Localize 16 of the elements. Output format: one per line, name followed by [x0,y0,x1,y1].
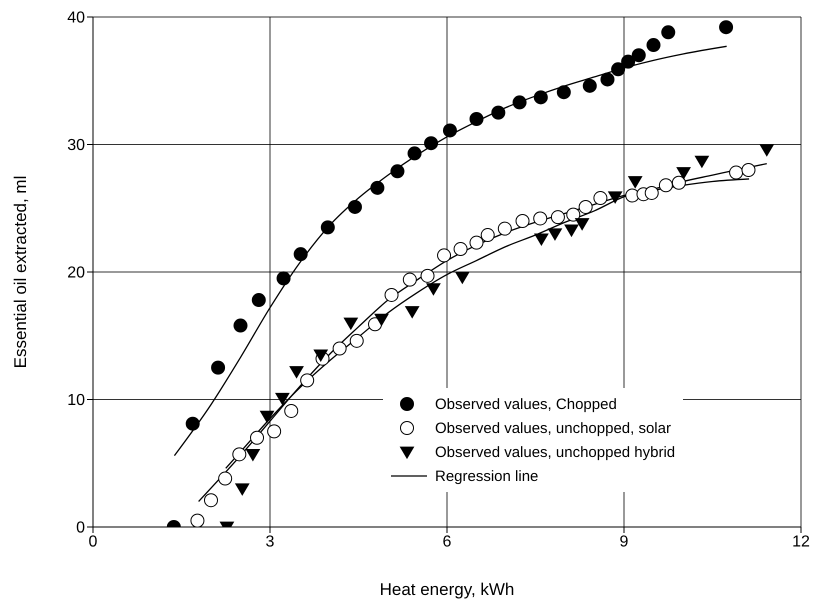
x-tick-label: 0 [88,533,98,550]
x-tick-label: 9 [620,533,629,550]
y-tick-label: 20 [67,264,86,282]
y-tick-label: 0 [76,520,86,537]
y-tick-label: 30 [67,137,86,154]
y-tick-label: 10 [67,392,86,410]
x-tick-label: 6 [442,533,452,550]
y-tick-label: 40 [67,10,86,27]
y-axis-title: Essential oil extracted, ml [11,176,30,368]
legend-label: Observed values, Chopped [435,396,617,412]
x-tick-label: 12 [792,533,810,550]
legend-label: Observed values, unchopped hybrid [435,444,676,460]
legend-label: Observed values, unchopped, solar [435,420,671,436]
legend-label: Regression line [435,468,538,484]
x-axis-title: Heat energy, kWh [380,580,514,599]
x-tick-label: 3 [266,533,275,550]
